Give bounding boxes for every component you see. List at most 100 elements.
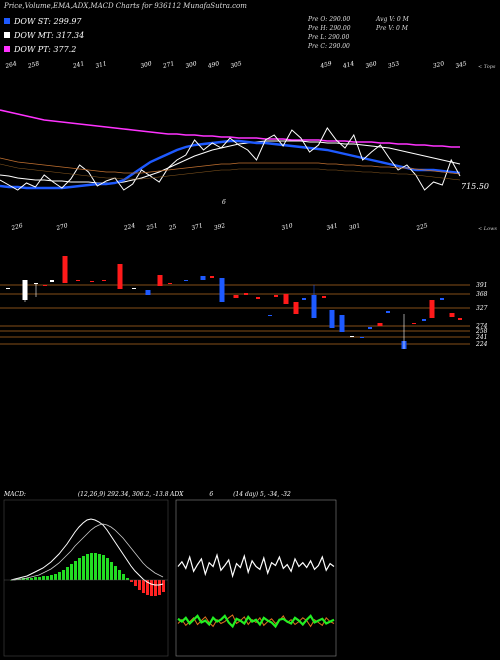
candle xyxy=(368,327,372,329)
macd-hist-bar xyxy=(134,580,137,586)
candle xyxy=(449,313,455,317)
candle xyxy=(268,315,272,316)
level-label: 274 xyxy=(475,323,488,330)
info-pre-close: Pre C: 290.00 xyxy=(308,43,350,50)
adx-minus-di-line xyxy=(177,614,335,628)
macd-hist-bar xyxy=(42,576,45,580)
legend-item-dow-st: DOW ST: 299.97 xyxy=(4,16,82,26)
lows-axis-label: < Lows xyxy=(478,226,497,232)
candle xyxy=(429,300,435,318)
macd-hist-bar xyxy=(138,580,141,590)
candle xyxy=(102,280,106,281)
macd-hist-bar xyxy=(106,558,109,580)
legend-item-dow-mt: DOW MT: 317.34 xyxy=(4,30,84,40)
series-price xyxy=(0,127,461,191)
macd-hist-bar xyxy=(50,575,53,580)
series-avg-2 xyxy=(0,163,461,181)
top-label: 360 xyxy=(365,60,378,70)
candle xyxy=(132,288,136,289)
top-label: 241 xyxy=(71,60,85,70)
macd-hist-bar xyxy=(26,578,29,580)
macd-hist-bar xyxy=(146,580,149,595)
macd-hist-bar xyxy=(118,570,121,580)
top-label: 271 xyxy=(161,60,175,70)
adx-title: ADX xyxy=(170,491,184,498)
marker-label: 6 xyxy=(222,199,226,206)
macd-hist-bar xyxy=(90,553,93,580)
macd-hist-bar xyxy=(66,567,69,580)
candle xyxy=(386,311,390,313)
candle xyxy=(329,310,335,328)
macd-signal-line xyxy=(11,523,164,581)
macd-hist-bar xyxy=(154,580,157,596)
level-label: 368 xyxy=(476,291,488,298)
candle xyxy=(219,278,225,302)
level-label: 327 xyxy=(476,305,488,312)
macd-hist-bar xyxy=(110,562,113,580)
candle xyxy=(157,275,163,286)
top-label: 353 xyxy=(387,60,400,70)
candle xyxy=(350,336,354,337)
candle xyxy=(50,280,54,282)
series-dow-st xyxy=(0,139,461,190)
macd-hist-bar xyxy=(122,574,125,580)
legend-swatch xyxy=(4,46,10,52)
top-label: 305 xyxy=(230,60,243,70)
candle xyxy=(233,295,239,298)
macd-hist-bar xyxy=(130,580,133,582)
chart-title: Price,Volume,EMA,ADX,MACD Charts for 936… xyxy=(4,2,247,10)
legend-swatch xyxy=(4,32,10,38)
adx-line xyxy=(177,553,335,579)
macd-hist-bar xyxy=(70,564,73,580)
candle xyxy=(440,298,444,300)
macd-hist-bar xyxy=(158,580,161,595)
top-label: 300 xyxy=(140,60,153,70)
macd-hist-bar xyxy=(114,566,117,580)
legend-label: DOW PT: 377.2 xyxy=(14,44,77,54)
candle xyxy=(302,298,306,300)
top-label: 311 xyxy=(95,60,108,70)
bottom-label: 310 xyxy=(281,222,294,232)
macd-hist-bar xyxy=(102,555,105,580)
last-price-label: 715.50 xyxy=(461,182,489,191)
candle xyxy=(6,288,10,289)
macd-hist-bar xyxy=(82,556,85,580)
top-label: 345 xyxy=(455,60,468,70)
candle xyxy=(184,280,188,281)
macd-hist-bar xyxy=(98,554,101,580)
info-pre-volume: Pre V: 0 M xyxy=(376,25,408,32)
legend-label: DOW ST: 299.97 xyxy=(14,16,82,26)
candle xyxy=(145,290,151,295)
top-label: 320 xyxy=(432,60,445,70)
macd-hist-bar xyxy=(74,561,77,580)
bottom-label: 392 xyxy=(213,222,226,232)
adx-label: ADX 6 (14 day) 5, -34, -32 xyxy=(170,491,291,498)
adx-panel xyxy=(175,499,337,657)
bottom-label: 224 xyxy=(122,222,136,232)
level-label: 391 xyxy=(476,282,487,289)
macd-hist-bar xyxy=(54,574,57,580)
bottom-label: 301 xyxy=(348,222,361,232)
bottom-label: 371 xyxy=(191,222,204,232)
macd-hist-bar xyxy=(34,577,37,580)
top-label: 459 xyxy=(319,60,333,70)
top-label: 490 xyxy=(206,60,220,70)
bottom-label: 226 xyxy=(10,222,24,232)
tops-axis-label: < Tops xyxy=(478,64,496,70)
macd-label: MACD: (12,26,9) 292.34, 306.2, -13.8 xyxy=(4,491,169,498)
macd-hist-bar xyxy=(62,570,65,580)
adx-plus-di-line xyxy=(177,614,335,629)
candle xyxy=(458,318,462,320)
legend-item-dow-pt: DOW PT: 377.2 xyxy=(4,44,76,54)
macd-hist-bar xyxy=(30,578,33,580)
macd-hist-bar xyxy=(38,577,41,580)
macd-hist-bar xyxy=(78,558,81,580)
info-pre-open: Pre O: 290.00 xyxy=(308,16,351,23)
level-label: 224 xyxy=(475,341,488,348)
candle xyxy=(76,280,80,281)
series-dow-mt xyxy=(0,140,461,184)
candle xyxy=(283,294,289,304)
top-label: 300 xyxy=(185,60,198,70)
candle xyxy=(117,264,123,289)
